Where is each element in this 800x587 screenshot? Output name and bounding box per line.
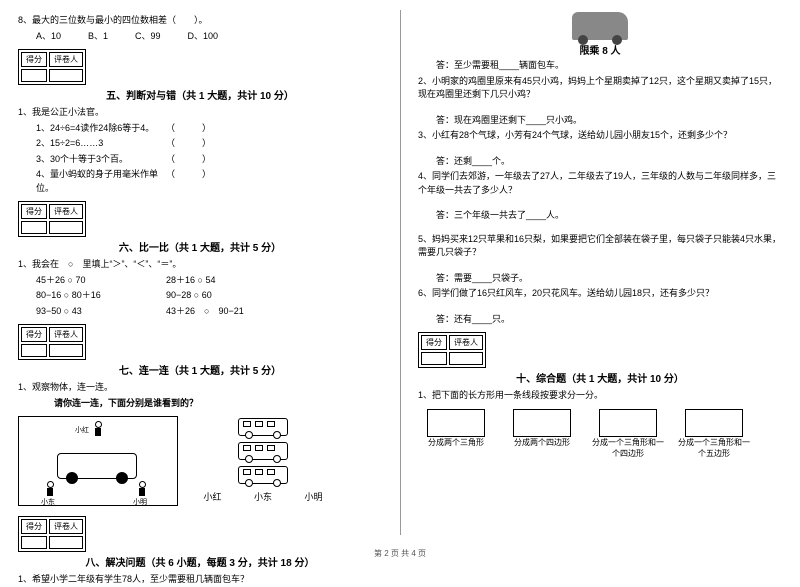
paren[interactable]: （ ） [166,122,211,136]
q8-options: A、10 B、1 C、99 D、100 [18,30,382,44]
paren[interactable]: （ ） [166,137,211,151]
q2: 2、小明家的鸡圈里原来有45只小鸡，妈妈上个星期卖掉了12只，这个星期又卖掉了1… [418,75,782,102]
answer-4: 答：三个年级一共去了____人。 [418,209,782,223]
s7-prompt: 请你连一连，下面分别是谁看到的？ [18,397,382,411]
van-bot [238,466,288,484]
answer-1: 答：至少需要租____辆面包车。 [418,59,782,73]
section-6-title: 六、比一比（共 1 大题，共计 5 分） [18,241,382,256]
van-mid [238,442,288,460]
rect-4 [685,409,743,437]
section-7-title: 七、连一连（共 1 大题，共计 5 分） [18,364,382,379]
s6-1a: 45＋26 ○ 70 [36,274,166,288]
answer-5: 答：需要____只袋子。 [418,272,782,286]
observation-scene: 小红 小东 小明 [18,416,178,506]
score-box-6: 得分评卷人 [18,201,86,237]
s5-item-4: 4、量小蚂蚁的身子用毫米作单位。 [36,168,166,195]
name-xh: 小红 [188,490,236,503]
grader-label: 评卷人 [49,327,83,342]
paren[interactable]: （ ） [166,168,211,195]
s6-1b: 28＋16 ○ 54 [166,274,215,288]
label-xiaohong: 小红 [75,425,89,435]
score-label: 得分 [421,335,447,350]
answer-3: 答：还剩____个。 [418,155,782,169]
scene-car [57,453,137,479]
answer-6: 答：还有____只。 [418,313,782,327]
s5-stem: 1、我是公正小法官。 [18,106,382,120]
s6-2b: 90−28 ○ 60 [166,289,212,303]
rect-3-label: 分成一个三角形和一个四边形 [590,437,666,459]
s5-item-3: 3、30个十等于3个百。 [36,153,166,167]
score-box-5: 得分评卷人 [18,49,86,85]
s5-item-1: 1、24÷6=4读作24除6等于4。 [36,122,166,136]
name-xd: 小东 [239,490,287,503]
q6: 6、同学们做了16只红风车，20只花风车。送给幼儿园18只，还有多少只？ [418,287,782,301]
grader-label: 评卷人 [49,52,83,67]
van-top [238,418,288,436]
rect-2-label: 分成两个四边形 [504,437,580,448]
rect-4-label: 分成一个三角形和一个五边形 [676,437,752,459]
score-box-10: 得分评卷人 [418,332,486,368]
kid-xiaodong [45,481,55,497]
label-xiaodong: 小东 [41,497,55,507]
score-label: 得分 [21,52,47,67]
grader-label: 评卷人 [449,335,483,350]
q8-stem: 8、最大的三位数与最小的四位数相差（ ）。 [18,14,382,28]
s6-stem: 1、我会在 ○ 里填上“＞”、“＜”、“＝”。 [18,258,382,272]
section-5-title: 五、判断对与错（共 1 大题，共计 10 分） [18,89,382,104]
kid-xiaoming [137,481,147,497]
paren[interactable]: （ ） [166,153,211,167]
van-options: 小红 小东 小明 [178,412,348,503]
q5: 5、妈妈买来12只苹果和16只梨，如果要把它们全部装在袋子里，每只袋子只能装4只… [418,233,782,260]
score-label: 得分 [21,519,47,534]
s7-stem: 1、观察物体，连一连。 [18,381,382,395]
label-xiaoming: 小明 [133,497,147,507]
score-box-8: 得分评卷人 [18,516,86,552]
s10-stem: 1、把下面的长方形用一条线段按要求分一分。 [418,389,782,403]
q3: 3、小红有28个气球，小芳有24个气球，送给幼儿园小朋友15个，还剩多少个？ [418,129,782,143]
grader-label: 评卷人 [49,519,83,534]
car-caption: 限乘 8 人 [418,42,782,57]
s5-item-2: 2、15÷2=6……3 [36,137,166,151]
name-xm: 小明 [290,490,338,503]
s6-3a: 93−50 ○ 43 [36,305,166,319]
score-box-7: 得分评卷人 [18,324,86,360]
score-label: 得分 [21,204,47,219]
page-number: 第 2 页 共 4 页 [0,548,800,559]
rect-1-label: 分成两个三角形 [418,437,494,448]
s6-2a: 80−16 ○ 80＋16 [36,289,166,303]
grader-label: 评卷人 [49,204,83,219]
car-icon [572,12,628,40]
q4: 4、同学们去郊游，一年级去了27人，二年级去了19人，三年级的人数与二年级同样多… [418,170,782,197]
answer-2: 答：现在鸡圈里还剩下____只小鸡。 [418,114,782,128]
kid-xiaohong [93,421,103,437]
section-10-title: 十、综合题（共 1 大题，共计 10 分） [418,372,782,387]
rect-3 [599,409,657,437]
rect-2 [513,409,571,437]
s8-q1: 1、希望小学二年级有学生78人，至少需要租几辆面包车？ [18,573,382,587]
s6-3b: 43＋26 ○ 90−21 [166,305,244,319]
column-divider [400,10,401,535]
rect-1 [427,409,485,437]
score-label: 得分 [21,327,47,342]
